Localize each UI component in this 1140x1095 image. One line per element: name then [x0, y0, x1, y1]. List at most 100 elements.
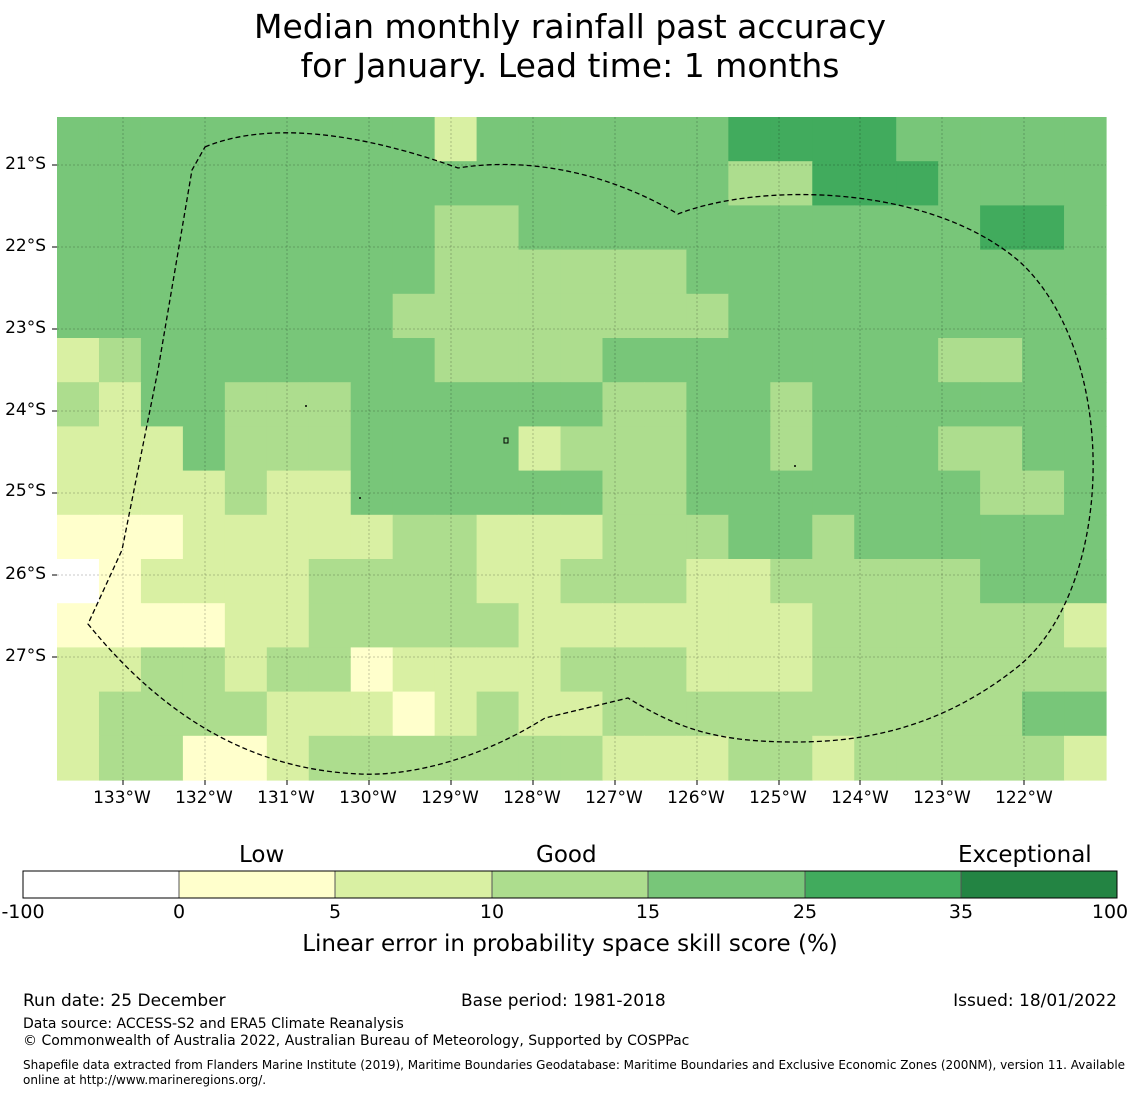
grid-cell	[602, 249, 646, 295]
category-good: Good	[536, 842, 597, 868]
colorbar-segment	[179, 871, 335, 898]
colorbar-segment	[805, 871, 961, 898]
grid-cell	[1064, 117, 1107, 162]
grid-cell	[938, 338, 981, 383]
grid-cell	[224, 161, 268, 206]
grid-cell	[308, 470, 352, 516]
grid-cell	[308, 161, 352, 206]
grid-cell	[308, 338, 352, 383]
grid-cell	[476, 691, 520, 737]
grid-cell	[686, 382, 729, 427]
grid-cell	[392, 293, 436, 339]
grid-cell	[560, 382, 604, 427]
island	[503, 437, 509, 444]
grid-cell	[812, 161, 855, 206]
grid-cell	[644, 514, 687, 560]
grid-cell	[686, 293, 729, 339]
grid-cell	[602, 691, 646, 737]
grid-cell	[644, 647, 687, 693]
grid-cell	[182, 338, 226, 383]
grid-cell	[518, 470, 562, 516]
grid-cell	[1064, 470, 1107, 516]
grid-cell	[980, 205, 1023, 251]
grid-cell	[728, 426, 771, 472]
colorbar-segment	[23, 871, 179, 898]
grid-cell	[350, 338, 394, 383]
grid-cell	[98, 603, 142, 648]
grid-cell	[266, 603, 310, 648]
grid-cell	[854, 603, 897, 648]
grid-cell	[182, 382, 226, 427]
grid-cell	[938, 117, 981, 162]
grid-cell	[602, 735, 646, 781]
grid-cell	[728, 470, 771, 516]
grid-cell	[896, 735, 939, 781]
colorbar-tick: 5	[328, 901, 342, 923]
grid-cell	[1064, 735, 1107, 781]
grid-cell	[896, 117, 939, 162]
grid-cell	[140, 470, 184, 516]
grid-cell	[140, 293, 184, 339]
grid-cell	[896, 338, 939, 383]
grid-cell	[140, 249, 184, 295]
grid-cell	[980, 338, 1023, 383]
grid-cell	[896, 249, 939, 295]
lon-label-125w: 125°W	[749, 788, 807, 808]
grid-cell	[266, 338, 310, 383]
grid-cell	[392, 647, 436, 693]
grid-cell	[57, 382, 100, 427]
grid-cell	[980, 117, 1023, 162]
grid-cell	[728, 382, 771, 427]
grid-cell	[686, 735, 729, 781]
grid-cell	[140, 338, 184, 383]
grid-cell	[1022, 470, 1065, 516]
grid-cell	[560, 293, 604, 339]
lon-label-130w: 130°W	[339, 788, 397, 808]
grid-cell	[182, 470, 226, 516]
grid-cell	[434, 293, 478, 339]
grid-cell	[518, 338, 562, 383]
grid-cell	[266, 161, 310, 206]
data-source: Data source: ACCESS-S2 and ERA5 Climate …	[23, 1016, 404, 1032]
grid-cell	[98, 117, 142, 162]
lat-label-23s: 23°S	[5, 318, 46, 338]
grid-cell	[224, 647, 268, 693]
colorbar-segment	[648, 871, 805, 898]
grid-cell	[728, 559, 771, 604]
grid-cell	[644, 117, 687, 162]
grid-cell	[476, 382, 520, 427]
title-line-2: for January. Lead time: 1 months	[300, 46, 840, 85]
grid-cell	[476, 161, 520, 206]
grid-cell	[644, 161, 687, 206]
grid-cell	[602, 426, 646, 472]
grid-cell	[770, 647, 813, 693]
grid-cell	[560, 205, 604, 251]
grid-cell	[308, 249, 352, 295]
grid-cell	[434, 205, 478, 251]
grid-cell	[224, 249, 268, 295]
grid-cell	[644, 338, 687, 383]
grid-cell	[854, 647, 897, 693]
grid-cell	[602, 293, 646, 339]
lon-label-127w: 127°W	[585, 788, 643, 808]
grid-cell	[770, 603, 813, 648]
grid-cell	[896, 426, 939, 472]
grid-cell	[686, 559, 729, 604]
grid-cell	[644, 426, 687, 472]
grid-cell	[896, 205, 939, 251]
grid-cell	[560, 603, 604, 648]
grid-cell	[266, 293, 310, 339]
grid-cell	[224, 470, 268, 516]
grid-cell	[980, 691, 1023, 737]
grid-cell	[980, 470, 1023, 516]
grid-cell	[57, 735, 100, 781]
colorbar-tick: -100	[1, 901, 45, 923]
grid-cell	[57, 338, 100, 383]
colorbar-tick: 0	[172, 901, 186, 923]
grid-cell	[140, 647, 184, 693]
island	[794, 465, 796, 467]
grid-cell	[728, 205, 771, 251]
grid-cell	[57, 470, 100, 516]
